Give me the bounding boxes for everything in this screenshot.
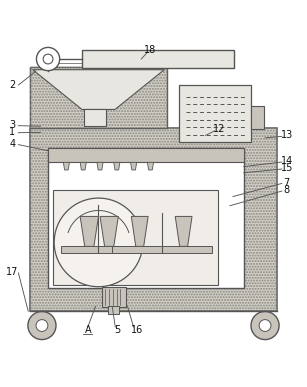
Polygon shape bbox=[130, 162, 137, 170]
Text: 7: 7 bbox=[284, 178, 290, 188]
Text: 3: 3 bbox=[9, 120, 15, 130]
Polygon shape bbox=[147, 162, 154, 170]
Text: 18: 18 bbox=[144, 46, 157, 55]
Text: 5: 5 bbox=[115, 325, 121, 336]
Bar bbox=[82, 50, 235, 68]
Bar bbox=[180, 85, 251, 142]
Bar bbox=[48, 148, 244, 162]
Circle shape bbox=[251, 312, 279, 339]
Text: A: A bbox=[84, 325, 91, 336]
Bar bbox=[61, 247, 136, 253]
Polygon shape bbox=[33, 70, 164, 110]
Text: 16: 16 bbox=[130, 325, 143, 336]
Text: 13: 13 bbox=[281, 130, 293, 140]
Text: 1: 1 bbox=[9, 127, 15, 137]
Polygon shape bbox=[100, 216, 119, 247]
Polygon shape bbox=[114, 162, 120, 170]
Text: 8: 8 bbox=[284, 185, 290, 195]
Polygon shape bbox=[80, 216, 99, 247]
Bar bbox=[108, 306, 119, 314]
Text: 15: 15 bbox=[281, 163, 293, 173]
Text: 12: 12 bbox=[213, 124, 226, 134]
Circle shape bbox=[37, 48, 60, 71]
Bar bbox=[102, 287, 126, 307]
Text: 14: 14 bbox=[281, 156, 293, 166]
Circle shape bbox=[54, 198, 143, 287]
Text: 2: 2 bbox=[9, 80, 15, 90]
Text: 4: 4 bbox=[9, 139, 15, 149]
Bar bbox=[30, 128, 277, 311]
Text: 17: 17 bbox=[6, 267, 18, 277]
Polygon shape bbox=[97, 162, 103, 170]
Polygon shape bbox=[131, 216, 148, 247]
Polygon shape bbox=[63, 162, 69, 170]
Bar bbox=[30, 67, 167, 128]
Bar bbox=[52, 190, 218, 285]
Circle shape bbox=[28, 312, 56, 339]
Bar bbox=[251, 106, 263, 129]
Circle shape bbox=[259, 320, 271, 331]
Bar bbox=[112, 247, 212, 253]
Bar bbox=[48, 148, 244, 288]
Circle shape bbox=[36, 320, 48, 331]
Bar bbox=[30, 67, 167, 128]
Polygon shape bbox=[175, 216, 192, 247]
Bar bbox=[30, 128, 277, 311]
Polygon shape bbox=[80, 162, 86, 170]
Bar bbox=[84, 110, 107, 126]
